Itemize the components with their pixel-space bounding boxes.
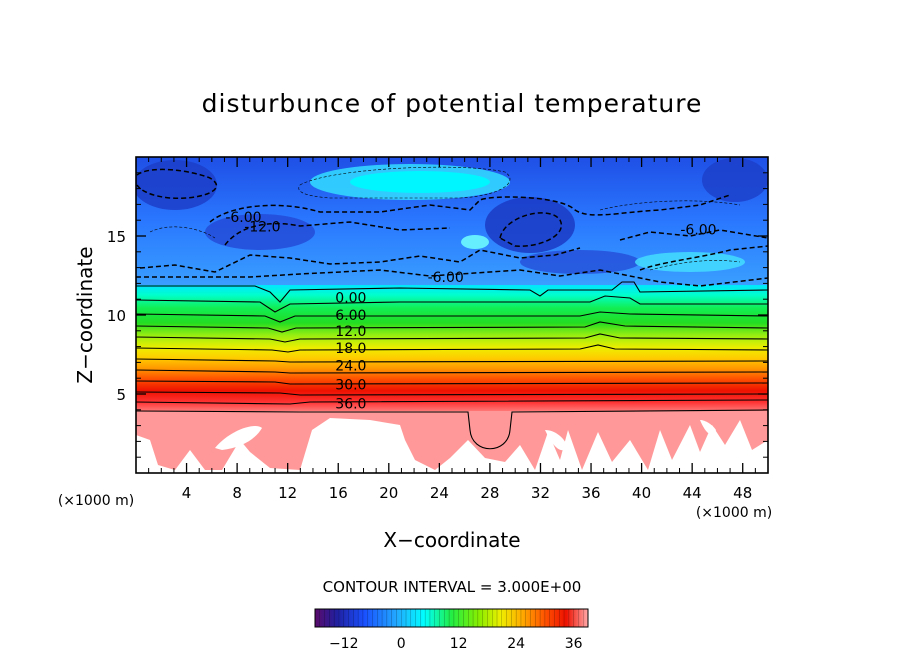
colorbar-gradient [315, 609, 588, 627]
chart-title: disturbunce of potential temperature [202, 89, 703, 118]
contour-line-negative [139, 247, 581, 273]
field-white-pocket [215, 426, 262, 450]
contour-line [136, 344, 768, 353]
field-cyan-patch [350, 171, 490, 193]
contour-line [136, 369, 768, 374]
x-tick-label: 32 [531, 484, 550, 502]
contour-line-negative [209, 194, 731, 223]
contour-label: 24.0 [335, 359, 366, 375]
field-pink-region [136, 411, 768, 470]
contour-label: 30.0 [335, 378, 366, 394]
contour-line-negative [499, 212, 563, 247]
contour-lines-thin [149, 166, 741, 271]
x-tick-label: 12 [278, 484, 297, 502]
x-axis-label: X−coordinate [383, 528, 520, 552]
y-tick-label: 10 [107, 307, 126, 325]
x-tick-label: 44 [683, 484, 702, 502]
x-tick-label: 4 [182, 484, 192, 502]
colorbar-segments [319, 609, 584, 627]
contour-line-thin [599, 200, 741, 211]
contour-lines-dashed [136, 168, 768, 287]
contour-line [136, 333, 768, 343]
contour-line [136, 358, 768, 363]
field-dark-patch [520, 250, 640, 274]
colorbar-frame [314, 608, 589, 628]
contour-line [136, 391, 768, 396]
contour-label: 18.0 [335, 341, 366, 357]
contour-line-negative [619, 229, 768, 241]
field-bands [136, 285, 768, 411]
colorbar-tick-label: 24 [507, 636, 525, 652]
contour-line [136, 321, 768, 333]
x-tick-label: 48 [733, 484, 752, 502]
contour-label: -12.0 [244, 220, 280, 236]
field-dark-patch [205, 214, 315, 250]
x-tick-label: 16 [329, 484, 348, 502]
x-tick-label: 24 [430, 484, 449, 502]
contour-line-negative [224, 221, 451, 246]
x-tick-label: 20 [379, 484, 398, 502]
contour-line-thin [649, 260, 741, 271]
contour-label: 12.0 [335, 324, 366, 340]
contour-label: 36.0 [335, 396, 366, 412]
contour-line [136, 295, 768, 313]
contour-lines-solid [136, 281, 768, 450]
contour-line [136, 311, 768, 323]
y-axis-label: Z−coordinate [73, 246, 97, 383]
y-tick-label: 5 [116, 386, 126, 404]
contour-line [136, 380, 768, 385]
contour-label: -6.00 [225, 210, 261, 226]
colorbar-ticks: −12 0 12 24 36 [329, 636, 583, 652]
colorbar-tick-label: 0 [397, 636, 406, 652]
field-dark-patch [485, 197, 575, 253]
contour-label: -6.00 [428, 270, 464, 286]
contour-label: 0.00 [335, 291, 366, 307]
contour-line-thin [149, 226, 216, 239]
colorbar-tick-label: −12 [329, 636, 359, 652]
x-axis: 4 8 12 16 20 24 28 32 36 40 44 48 [148, 157, 756, 502]
contour-line [136, 409, 768, 450]
contour-label: -6.00 [680, 223, 716, 239]
field-dark-patch [702, 158, 768, 202]
contour-label: 6.00 [335, 308, 366, 324]
contour-line-thin [298, 166, 511, 199]
y-axis: 5 10 15 [107, 172, 768, 458]
contour-line-negative [136, 269, 768, 287]
y-tick-label: 15 [107, 228, 126, 246]
x-tick-label: 36 [581, 484, 600, 502]
contour-line [136, 281, 768, 303]
x-unit-label: (×1000 m) [696, 505, 772, 521]
colorbar-tick-label: 12 [450, 636, 468, 652]
field-white-pocket [700, 420, 716, 435]
contour-line-negative [639, 245, 768, 271]
contour-line-negative [136, 168, 218, 199]
field-cyan-patch [461, 235, 489, 249]
x-tick-label: 28 [480, 484, 499, 502]
contour-interval-label: CONTOUR INTERVAL = 3.000E+00 [323, 578, 582, 596]
field-dark-patch [136, 160, 217, 210]
contour-line [136, 399, 768, 405]
x-tick-label: 8 [232, 484, 242, 502]
z-unit-label: (×1000 m) [58, 493, 134, 509]
x-tick-label: 40 [632, 484, 651, 502]
colorbar-tick-label: 36 [565, 636, 583, 652]
field-white-pocket [545, 430, 568, 451]
colorbar: −12 0 12 24 36 [314, 608, 589, 652]
